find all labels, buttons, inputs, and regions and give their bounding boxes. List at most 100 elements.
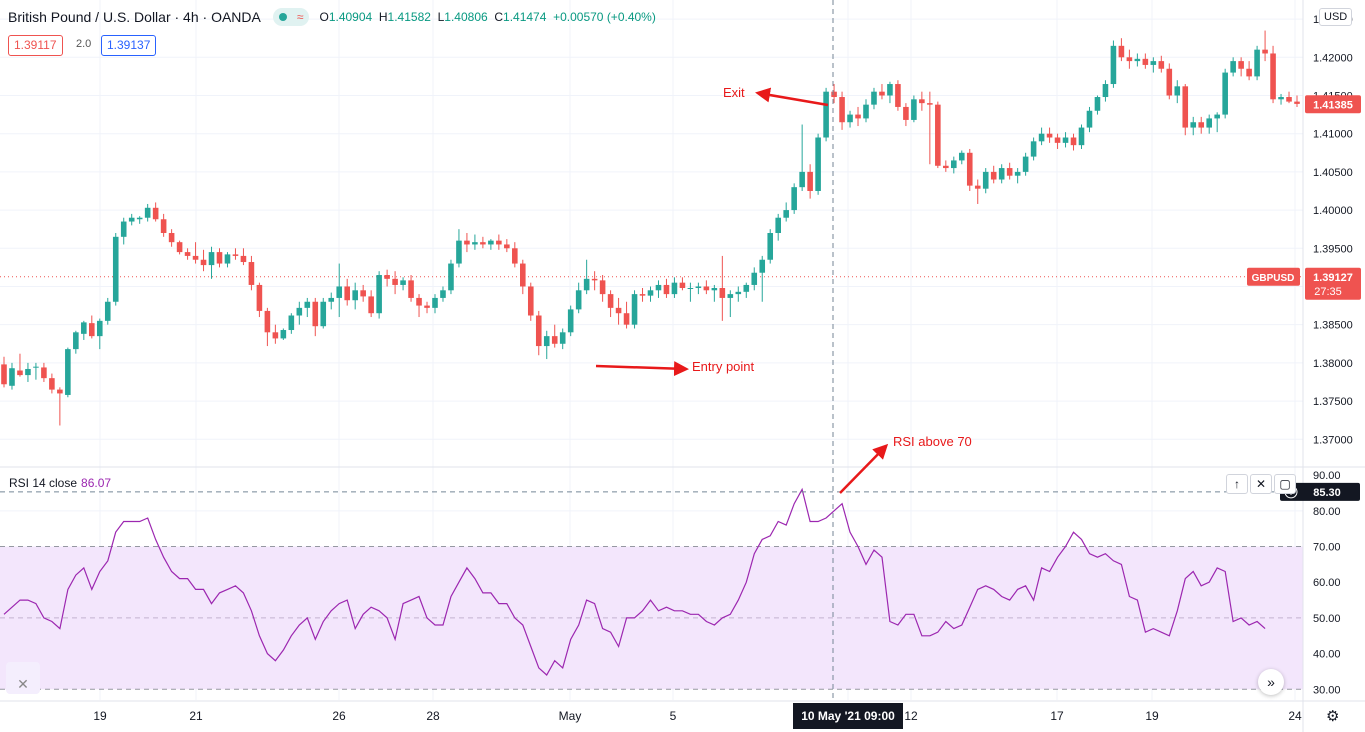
buy-price-button[interactable]: 1.39137: [101, 35, 157, 56]
candle-body: [1134, 58, 1141, 62]
candle-body: [623, 313, 630, 325]
candle-body: [408, 280, 414, 298]
candle-body: [1222, 72, 1228, 115]
spread-value: 2.0: [76, 38, 92, 50]
symbol-badge: [1247, 267, 1300, 286]
candle-body: [136, 217, 143, 220]
candle-body: [767, 233, 774, 260]
candles-layer: [1, 30, 1300, 426]
candle-body: [504, 244, 510, 249]
sell-price-button[interactable]: 1.39117: [8, 35, 63, 56]
candle-body: [96, 320, 103, 337]
scroll-to-realtime-icon[interactable]: »: [1258, 669, 1284, 695]
move-pane-up-icon[interactable]: ↑: [1226, 474, 1248, 494]
candle-body: [216, 252, 223, 264]
candle-body: [472, 242, 478, 245]
time-tick-label: 24: [1288, 709, 1302, 723]
remove-indicator-icon[interactable]: ✕: [6, 662, 40, 694]
price-tick-label: 1.39500: [1313, 243, 1353, 255]
low-value: 1.40806: [444, 10, 488, 24]
candle-body: [1206, 118, 1212, 128]
candle-body: [312, 301, 319, 327]
candle-body: [871, 91, 877, 105]
candle-body: [990, 171, 997, 180]
candle-body: [927, 103, 933, 105]
candle-body: [1062, 137, 1069, 143]
candle-body: [831, 91, 837, 98]
candle-body: [232, 254, 239, 256]
candle-body: [344, 286, 350, 301]
time-tick-label: 21: [189, 709, 203, 723]
candle-body: [791, 187, 797, 211]
candle-body: [520, 263, 526, 287]
candle-body: [488, 240, 494, 245]
change-value: +0.00570 (+0.40%): [553, 10, 656, 24]
candle-body: [711, 288, 718, 291]
candle-body: [104, 301, 111, 321]
maximize-pane-icon[interactable]: ▢: [1274, 474, 1296, 494]
candle-body: [1198, 122, 1205, 128]
candle-body: [73, 332, 79, 350]
candle-body: [847, 114, 853, 123]
candle-body: [982, 171, 989, 189]
candle-body: [200, 259, 207, 266]
candle-body: [559, 332, 566, 344]
gear-icon[interactable]: ⚙: [1326, 708, 1340, 725]
low-label: L: [437, 10, 445, 24]
candle-body: [25, 368, 31, 376]
price-tick-label: 1.37500: [1313, 396, 1353, 408]
entry-arrow: [595, 361, 689, 377]
candle-body: [256, 284, 263, 311]
candle-body: [575, 290, 582, 310]
candle-body: [89, 323, 95, 337]
candle-body: [392, 278, 398, 285]
candle-body: [743, 284, 750, 292]
candle-body: [376, 275, 382, 314]
rsi-label: RSI 14 close: [9, 476, 78, 490]
candle-body: [679, 282, 686, 289]
candle-body: [687, 288, 694, 290]
candle-body: [384, 275, 390, 279]
candle-body: [1230, 61, 1236, 73]
candle-body: [663, 284, 670, 295]
candle-body: [1182, 86, 1189, 128]
candle-body: [775, 217, 781, 233]
rsi-crosshair-badge: [1280, 482, 1360, 501]
close-pane-icon[interactable]: ✕: [1250, 474, 1272, 494]
candle-body: [974, 185, 981, 189]
candle-body: [368, 296, 374, 314]
candle-body: [65, 349, 71, 395]
price-tick-label: 1.40000: [1313, 205, 1353, 217]
rsi-annotation: RSI above 70: [893, 434, 972, 449]
candle-body: [839, 97, 845, 123]
candle-body: [1254, 49, 1260, 77]
candle-body: [887, 84, 893, 96]
candle-body: [783, 210, 789, 218]
rsi-crosshair-value: 85.30: [1313, 487, 1341, 499]
exit-arrow: [755, 87, 829, 107]
time-tick-label: 5: [670, 709, 677, 723]
candle-body: [49, 378, 55, 390]
candle-body: [440, 290, 446, 298]
candle-body: [551, 336, 558, 344]
candle-body: [607, 294, 614, 308]
market-status-pill[interactable]: ≈: [272, 8, 310, 26]
candle-body: [1214, 114, 1220, 119]
candle-body: [168, 233, 175, 243]
candle-body: [1022, 156, 1029, 172]
candle-body: [120, 221, 127, 237]
candle-body: [1078, 127, 1085, 146]
candle-body: [1174, 86, 1181, 96]
candle-body: [304, 301, 311, 308]
currency-button[interactable]: USD: [1319, 8, 1353, 26]
annotation-layer: Exit Entry point RSI above 70: [595, 85, 972, 494]
candle-body: [655, 284, 662, 291]
candle-body: [1158, 61, 1165, 69]
candle-body: [320, 301, 327, 327]
price-tick-label: 1.42000: [1313, 52, 1353, 64]
candle-body: [1278, 97, 1284, 100]
crosshair-time-label: 10 May '21 09:00: [801, 709, 895, 723]
price-tick-label: 1.37000: [1313, 434, 1353, 446]
symbol-label: GBPUSD: [1252, 273, 1295, 284]
